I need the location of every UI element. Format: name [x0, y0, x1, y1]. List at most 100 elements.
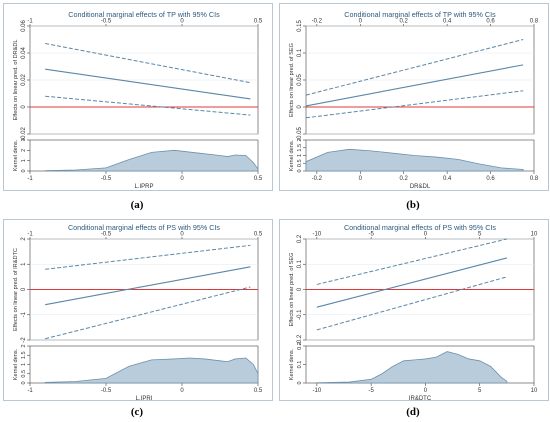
panel-c-density-tick-label-4: 2	[21, 344, 27, 347]
panel-a-estimate-line	[45, 68, 251, 100]
panel-a-y-tick-label-3: 0.04	[21, 47, 27, 59]
panel-c-bottom-tick-label-1: -0.5	[101, 388, 112, 394]
panel-a-density-tick-label-0: 0	[21, 169, 27, 172]
panel-d-top-tick-label-1: -5	[368, 232, 374, 238]
panel-label-d: (d)	[406, 406, 420, 418]
panel-c-bottom-tick-label-2: 0	[180, 388, 184, 394]
panel-c-y-tick-label-0: -2	[21, 337, 27, 343]
panel-c-density-area	[44, 357, 259, 384]
panel-d-top-tick-label-3: 5	[478, 232, 482, 238]
panel-b-density-tick-label-3: 1.5	[297, 144, 303, 152]
panel-a-density-tick-label-2: 2	[21, 149, 27, 152]
panel-a-bottom-tick-label-1: -0.5	[101, 176, 112, 182]
panel-a-y-axis-title: Effects on linear pred. of DR&DL	[13, 39, 19, 120]
panel-d-bottom-tick-label-0: -10	[313, 388, 322, 394]
panel-c-density-tick-label-3: 1.5	[21, 351, 27, 359]
panel-d-y-tick-label-1: -0.1	[297, 309, 303, 320]
panel-b-density-tick-label-1: 0.5	[297, 159, 303, 167]
panel-b-bottom-tick-label-1: 0	[359, 176, 363, 182]
panel-a-density-tick-label-3: 3	[21, 138, 27, 141]
panel-a-density-area	[44, 149, 259, 172]
panel-a-title: Conditional marginal effects of TP with …	[68, 10, 220, 19]
panel-b-upper-ci-line	[305, 39, 524, 96]
panel-b-y-tick-label-3: 0.1	[297, 48, 303, 57]
panel-d-y-tick-label-4: 0.2	[297, 234, 303, 243]
panel-d-density-tick-label-1: 0.1	[297, 361, 303, 369]
panel-c-lower-ci-line	[45, 286, 251, 340]
panel-a-y-tick-label-2: 0.02	[21, 74, 27, 86]
panel-b-density-area	[305, 148, 524, 172]
panel-b-top-tick-label-4: 0.6	[486, 19, 495, 25]
panel-d-bottom-tick-label-3: 5	[478, 388, 482, 394]
panel-c-density-tick-label-0: 0	[21, 381, 27, 384]
panel-b-estimate-line	[305, 64, 524, 107]
panel-c-bottom-tick-label-0: -1	[27, 388, 33, 394]
panel-b-y-tick-label-0: -0.05	[297, 127, 303, 141]
panel-c-y-axis-title: Effects on linear pred. of IR&DTC	[13, 248, 19, 331]
panel-d-bottom-tick-label-4: 10	[531, 388, 538, 394]
panel-c-density-tick-label-1: 0.5	[21, 370, 27, 378]
panel-d-lower-ci-line	[316, 276, 507, 331]
panel-a-x-axis-title: L.IPRP	[134, 184, 153, 190]
panel-a-lower-ci-line	[45, 95, 251, 116]
panel-d-y-axis-title: Effects on linear pred. of SEG	[289, 253, 295, 327]
panel-d-density-tick-label-0: 0	[297, 381, 303, 384]
panel-c-title: Conditional marginal effects of PS with …	[68, 223, 220, 232]
panel-a-density-tick-label-1: 1	[21, 159, 27, 162]
panel-c-y-tick-label-4: 2	[21, 237, 27, 241]
panel-b-density-tick-label-0: 0	[297, 169, 303, 172]
panel-d-y-tick-label-2: 0	[297, 287, 303, 291]
panel-b-top-tick-label-5: 0.8	[530, 19, 539, 25]
panel-b-top-tick-label-2: 0.2	[400, 19, 409, 25]
panel-b-y-tick-label-4: 0.15	[297, 20, 303, 32]
panel-b-bottom-tick-label-2: 0.2	[400, 176, 409, 182]
panel-d-estimate-line	[316, 257, 507, 308]
panel-c-density-axis-title: Kernel dens.	[13, 348, 19, 380]
panel-c-upper-ci-line	[45, 244, 251, 270]
panel-d-density-axis-title: Kernel dens.	[289, 348, 295, 380]
panel-c-bottom-tick-label-3: 0.5	[254, 388, 263, 394]
panel-c-y-tick-label-2: 0	[21, 287, 27, 291]
panel-b-bottom-tick-label-0: -0.2	[312, 176, 323, 182]
panel-a-top-tick-label-0: -1	[27, 19, 33, 25]
panel-label-a: (a)	[130, 199, 144, 211]
panel-c-y-tick-label-1: -1	[21, 311, 27, 317]
panel-b-bottom-tick-label-5: 0.8	[530, 176, 539, 182]
panel-d-x-axis-title: IR&DTC	[409, 396, 432, 402]
panel-a-y-tick-label-1: 0	[21, 105, 27, 109]
panel-a-upper-ci-line	[45, 43, 251, 84]
panel-a-bottom-tick-label-2: 0	[180, 176, 184, 182]
panel-d-title: Conditional marginal effects of PS with …	[344, 223, 496, 232]
panel-a-top-tick-label-3: 0.5	[254, 19, 263, 25]
panel-d-upper-ci-line	[316, 238, 507, 285]
panel-b-y-tick-label-2: 0.05	[297, 74, 303, 86]
panel-a-top-tick-label-2: 0	[180, 19, 184, 25]
panel-label-c: (c)	[130, 406, 144, 418]
panel-b-bottom-tick-label-3: 0.4	[443, 176, 452, 182]
panel-a-y-tick-label-4: 0.06	[21, 20, 27, 32]
panel-c-top-tick-label-3: 0.5	[254, 232, 263, 238]
panel-c-top-tick-label-2: 0	[180, 232, 184, 238]
panel-c-estimate-line	[45, 266, 251, 306]
panel-a-bottom-tick-label-3: 0.5	[254, 176, 263, 182]
panel-b-y-axis-title: Effects on linear pred. of SEG	[289, 43, 295, 117]
panel-b-density-axis-title: Kernel dens.	[289, 139, 295, 171]
panel-a-top-tick-label-1: -0.5	[101, 19, 112, 25]
panel-a-density-axis-title: Kernel dens.	[13, 139, 19, 171]
panel-d-bottom-tick-label-1: -5	[368, 388, 374, 394]
panel-d-density-area	[316, 351, 508, 384]
panel-c-density-tick-label-2: 1	[21, 363, 27, 366]
panel-a-y-tick-label-0: -0.02	[21, 127, 27, 141]
panel-b-bottom-tick-label-4: 0.6	[486, 176, 495, 182]
panel-b-density-tick-label-2: 1	[297, 154, 303, 157]
panel-c-top-tick-label-1: -0.5	[101, 232, 112, 238]
panel-d-bottom-tick-label-2: 0	[424, 388, 428, 394]
panel-b-density-tick-label-4: 2	[297, 138, 303, 141]
panel-c-top-tick-label-0: -1	[27, 232, 33, 238]
panel-b-lower-ci-line	[305, 90, 524, 119]
panel-b-y-tick-label-1: 0	[297, 105, 303, 109]
panel-c-x-axis-title: L.IPRI	[136, 396, 153, 402]
panel-c-y-tick-label-3: 1	[21, 262, 27, 266]
panel-b-title: Conditional marginal effects of TP with …	[344, 10, 496, 19]
